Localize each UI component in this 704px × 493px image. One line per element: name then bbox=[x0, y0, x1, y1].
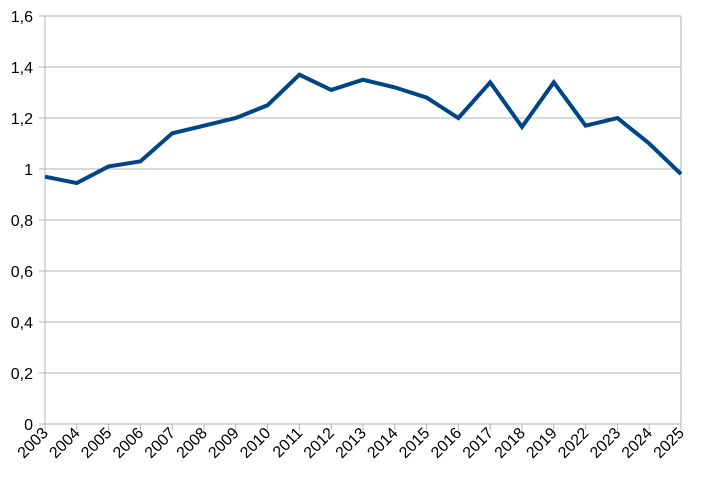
x-tick-label: 2025 bbox=[651, 425, 688, 462]
x-tick-label: 2010 bbox=[237, 425, 274, 462]
y-tick-label: 0,2 bbox=[11, 366, 33, 383]
x-tick-label: 2015 bbox=[396, 425, 433, 462]
y-tick-label: 1 bbox=[24, 162, 33, 179]
x-tick-label: 2009 bbox=[205, 425, 242, 462]
x-tick-label: 2012 bbox=[301, 425, 338, 462]
x-tick-label: 2006 bbox=[110, 425, 147, 462]
x-tick-label: 2024 bbox=[619, 425, 656, 462]
x-tick-label: 2011 bbox=[270, 425, 306, 461]
x-tick-label: 2013 bbox=[333, 425, 370, 462]
x-tick-label: 2023 bbox=[587, 425, 624, 462]
y-tick-label: 0,6 bbox=[11, 264, 33, 281]
x-tick-label: 2004 bbox=[46, 425, 83, 462]
y-tick-label: 0,4 bbox=[11, 315, 33, 332]
x-tick-label: 2019 bbox=[523, 425, 560, 462]
y-tick-label: 1,2 bbox=[11, 111, 33, 128]
x-tick-label: 2007 bbox=[142, 425, 179, 462]
x-tick-label: 2016 bbox=[428, 425, 465, 462]
x-tick-label: 2014 bbox=[364, 425, 401, 462]
data-line bbox=[44, 72, 683, 186]
x-tick-label: 2008 bbox=[174, 425, 211, 462]
y-tick-label: 1,6 bbox=[11, 9, 33, 26]
x-tick-label: 2017 bbox=[460, 425, 497, 462]
x-tick-label: 2022 bbox=[555, 425, 592, 462]
x-tick-label: 2003 bbox=[15, 425, 52, 462]
x-tick-label: 2005 bbox=[78, 425, 115, 462]
y-tick-label: 0 bbox=[24, 417, 33, 434]
x-tick-label: 2018 bbox=[492, 425, 529, 462]
y-tick-label: 0,8 bbox=[11, 213, 33, 230]
y-tick-label: 1,4 bbox=[11, 60, 33, 77]
